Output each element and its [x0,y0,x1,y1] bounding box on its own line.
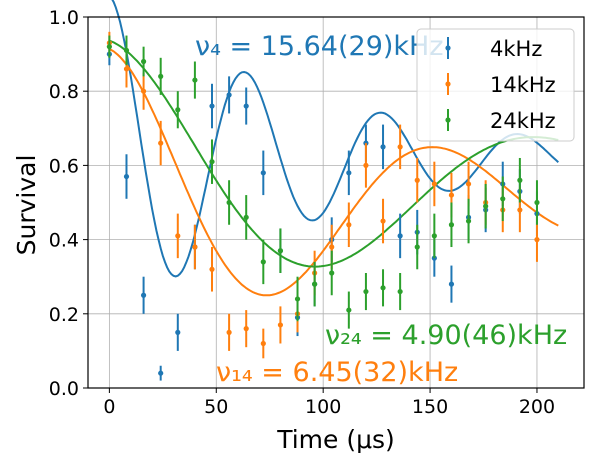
data-point [175,107,181,113]
data-point [363,288,369,295]
data-point [500,196,506,202]
data-point [448,281,455,287]
data-point [465,181,472,187]
y-axis-label: Survival [12,155,41,256]
data-point [534,237,540,243]
data-point [431,233,437,239]
data-point [158,73,164,79]
data-point [277,322,284,328]
legend-label: 4kHz [490,37,542,61]
data-point [346,222,352,228]
fit-curve-14kHz [108,48,559,297]
plot-frame [87,16,585,389]
data-point [363,162,369,168]
data-point [158,370,164,376]
data-point [192,77,198,83]
y-tick-label: 1.0 [49,7,79,29]
data-point [329,270,335,276]
data-points [106,31,540,381]
fit-curves [108,0,559,297]
data-point [243,214,249,220]
data-point [294,296,301,302]
data-point [106,44,112,50]
y-tick-label: 0.4 [49,230,79,252]
x-tick-label: 50 [204,396,228,418]
data-point [140,292,147,298]
data-point [312,281,318,287]
y-tick-label: 0.2 [49,304,79,326]
x-axis-label: Time (μs) [276,425,395,454]
data-point [123,173,130,180]
data-point [363,140,369,146]
legend: 4kHz 14kHz 24kHz [416,28,575,142]
fit-label-24khz: ν₂₄ = 4.90(46)kHz [325,320,567,351]
data-point [397,233,403,239]
data-point [448,192,455,198]
data-point [534,199,540,206]
fit-label-14khz: ν₁₄ = 6.45(32)kHz [216,357,458,388]
data-point [397,288,403,295]
legend-marker [445,81,451,87]
data-point [397,144,403,150]
fit-label-4khz: ν₄ = 15.64(29)kHz [195,31,444,62]
data-point [414,244,420,250]
legend-marker [445,117,451,123]
data-point [346,170,352,176]
data-point [140,88,147,94]
data-point [277,248,284,254]
data-point [431,181,437,187]
data-point [158,140,164,146]
x-tick-label: 200 [519,396,555,418]
data-point [243,103,249,109]
fit-curve-24kHz [109,39,559,268]
y-tick-label: 0.6 [49,155,79,177]
x-tick-label: 100 [305,396,341,418]
data-point [209,266,215,272]
x-tick-label: 150 [412,396,448,418]
data-point [192,244,198,250]
y-tick-label: 0.8 [49,81,79,103]
data-point [448,222,455,228]
legend-marker [445,45,451,51]
data-point [226,92,232,98]
data-point [465,218,472,224]
data-point [226,199,232,206]
data-point [175,233,181,239]
data-point [329,244,335,250]
data-point [517,207,523,213]
data-point [140,58,147,65]
data-point [380,218,386,224]
data-point [123,66,130,72]
data-point [380,285,386,291]
x-tick-label: 0 [103,396,115,418]
data-point [226,329,232,335]
data-point [209,159,215,165]
data-point [483,203,489,209]
legend-label: 24kHz [490,109,556,133]
data-point [380,144,386,150]
data-point [243,326,249,332]
fit-curve-4kHz [111,0,559,278]
data-point [517,177,523,183]
data-point [260,340,266,347]
data-point [346,307,352,313]
legend-box [416,28,575,142]
data-point [209,103,215,109]
data-point [414,177,420,183]
axis-ticks: 0 50 100 150 200 0.0 0.2 0.4 0.6 0.8 1.0 [49,7,555,418]
data-point [260,259,266,265]
data-point [260,170,266,176]
data-point [175,329,181,335]
data-point [123,47,130,53]
legend-label: 14kHz [490,73,556,97]
y-tick-label: 0.0 [49,378,79,400]
